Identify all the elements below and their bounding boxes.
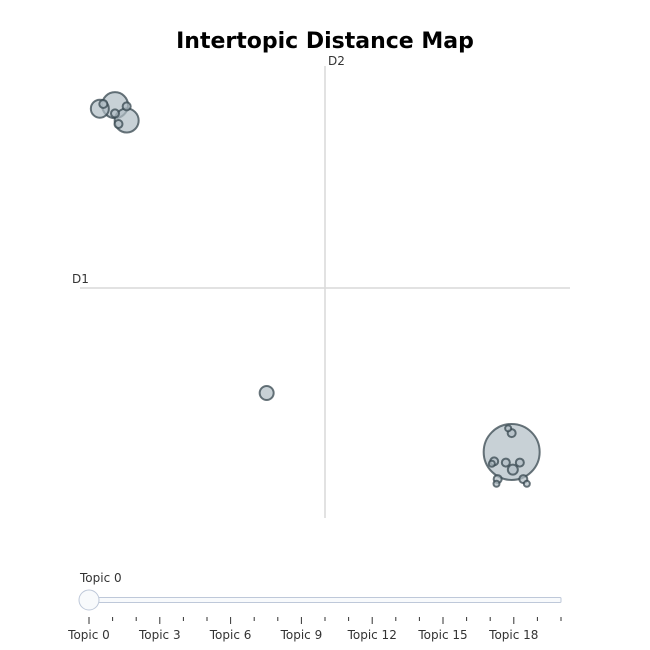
chart-title: Intertopic Distance Map <box>176 29 474 54</box>
topic-bubble-5[interactable] <box>506 463 519 476</box>
topic-bubble-12[interactable] <box>98 99 109 109</box>
slider-ticks: Topic 0 Topic 3 Topic 6 Topic 9 Topic 12 Topi… <box>67 617 562 642</box>
slider-tick-label[interactable]: Topic 12 <box>347 628 397 642</box>
topic-bubble-13[interactable] <box>113 119 124 130</box>
slider-tick-label[interactable]: Topic 3 <box>138 628 181 642</box>
topic-bubble-18[interactable] <box>492 479 501 488</box>
slider-tick-label[interactable]: Topic 15 <box>417 628 467 642</box>
slider-tick-label[interactable]: Topic 0 <box>67 628 110 642</box>
slider-rail[interactable] <box>88 597 562 603</box>
slider-tick-label[interactable]: Topic 18 <box>488 628 538 642</box>
topic-bubble-8[interactable] <box>514 457 525 468</box>
topic-bubble-11[interactable] <box>110 108 120 119</box>
topic-bubble-7[interactable] <box>500 457 511 468</box>
topic-bubble-17[interactable] <box>487 459 496 468</box>
topic-bubbles <box>89 91 541 488</box>
x-axis-label: D1 <box>72 272 89 286</box>
topic-bubble-19[interactable] <box>522 479 531 488</box>
slider-tick-label[interactable]: Topic 6 <box>209 628 252 642</box>
topic-bubble-4[interactable] <box>258 384 275 401</box>
slider-tick-label[interactable]: Topic 9 <box>280 628 323 642</box>
topic-bubble-15[interactable] <box>504 424 513 433</box>
topic-bubble-0[interactable] <box>482 422 541 481</box>
slider-handle[interactable] <box>78 589 100 611</box>
topic-slider[interactable]: Topic 0 Topic 0 Topic 3 Topic 6 Topic 9 Topi… <box>67 571 562 642</box>
topic-bubble-14[interactable] <box>121 101 132 112</box>
y-axis-label: D2 <box>328 54 345 68</box>
slider-current-value: Topic 0 <box>79 571 122 585</box>
